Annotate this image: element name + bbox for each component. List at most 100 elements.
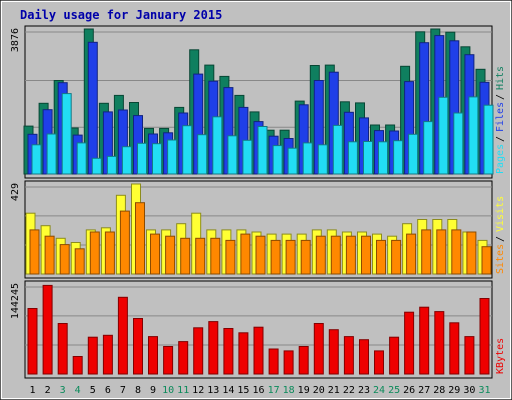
bar-pages (453, 112, 464, 175)
bar-sites (59, 244, 70, 275)
bar-pages (182, 125, 193, 175)
legend-separator: / (495, 94, 506, 100)
bar-sites (44, 235, 55, 275)
legend-label-kbytes: KBytes (495, 338, 506, 374)
bar-kbytes (328, 329, 339, 375)
x-tick-label: 12 (192, 385, 204, 396)
bar-kbytes (268, 348, 279, 375)
x-tick-label: 30 (463, 385, 475, 396)
legend-separator: / (495, 136, 506, 142)
bar-pages (227, 135, 238, 175)
panel-bottom: 144245 KBytes (10, 280, 506, 379)
x-tick-label: 29 (448, 385, 460, 396)
bar-pages (76, 142, 87, 175)
x-tick-label: 18 (283, 385, 295, 396)
bar-pages (167, 139, 178, 175)
bar-kbytes (102, 334, 113, 375)
bar-kbytes (178, 341, 189, 375)
bar-sites (345, 235, 356, 275)
x-tick-label: 22 (343, 385, 355, 396)
x-tick-label: 15 (237, 385, 249, 396)
bar-sites (315, 235, 326, 275)
bar-sites (104, 231, 115, 275)
x-tick-label: 5 (90, 385, 96, 396)
bar-kbytes (298, 346, 309, 375)
bar-pages (31, 144, 42, 175)
bar-kbytes (57, 323, 68, 375)
panel-top: 3876 Pages / Files / Hits (10, 25, 506, 179)
bar-kbytes (464, 336, 475, 375)
bar-pages (272, 145, 283, 175)
bar-pages (332, 124, 343, 175)
bar-kbytes (283, 350, 294, 375)
y-max-label: 3876 (10, 28, 21, 52)
panel-middle: 429 Sites / Visits (10, 180, 506, 279)
bar-sites (240, 233, 251, 275)
bar-pages (197, 134, 208, 175)
bar-kbytes (343, 336, 354, 375)
bar-kbytes (223, 328, 234, 375)
y-max-label: 429 (10, 183, 21, 201)
bar-kbytes (27, 308, 38, 375)
bar-sites (225, 239, 236, 275)
bar-pages (121, 146, 132, 175)
bar-kbytes (163, 346, 174, 375)
bar-sites (361, 235, 371, 275)
bar-sites (466, 231, 477, 275)
bar-sites (481, 246, 492, 275)
bar-kbytes (87, 336, 98, 375)
bar-sites (74, 248, 85, 275)
bar-pages (106, 155, 117, 175)
bar-kbytes (449, 322, 460, 375)
bar-sites (165, 235, 176, 275)
bar-pages (408, 133, 419, 175)
bar-pages (257, 126, 268, 175)
bar-kbytes (434, 311, 445, 375)
bar-pages (212, 116, 223, 175)
x-tick-label: 13 (207, 385, 219, 396)
x-tick-label: 6 (105, 385, 111, 396)
x-tick-label: 17 (268, 385, 280, 396)
bar-kbytes (359, 339, 369, 375)
bar-sites (119, 210, 130, 275)
bar-kbytes (238, 332, 249, 375)
x-tick-label: 3 (60, 385, 66, 396)
x-tick-label: 4 (75, 385, 81, 396)
x-axis-tick-labels: 1 2 3 4 5 6 7 8 9 10 11 12 13 14 15 16 17 18 19 20 21 22 23 24 2… (29, 385, 490, 396)
bar-pages (378, 141, 388, 175)
x-tick-label: 24 (373, 385, 385, 396)
bar-kbytes (117, 296, 128, 375)
bar-pages (137, 142, 147, 175)
legend: Sites / Visits (495, 196, 506, 274)
bar-kbytes (193, 327, 204, 375)
bar-kbytes (313, 323, 324, 375)
bar-sites (135, 202, 145, 275)
x-tick-label: 19 (298, 385, 310, 396)
x-tick-label: 21 (328, 385, 340, 396)
bar-pages (242, 139, 253, 175)
bar-sites (451, 229, 462, 275)
bar-pages (152, 143, 162, 175)
y-max-label: 144245 (10, 283, 21, 319)
bar-kbytes (208, 321, 219, 375)
bar-pages (423, 121, 434, 175)
x-tick-label: 1 (29, 385, 35, 396)
bar-sites (195, 237, 206, 275)
bar-sites (330, 235, 341, 275)
bar-pages (317, 144, 328, 175)
chart-title: Daily usage for January 2015 (20, 8, 222, 22)
bar-sites (376, 239, 386, 275)
x-tick-label: 26 (403, 385, 415, 396)
legend-label-hits: Hits (495, 66, 506, 90)
bar-sites (255, 235, 266, 275)
x-tick-label: 31 (478, 385, 490, 396)
x-tick-label: 11 (177, 385, 189, 396)
legend: Pages / Files / Hits (495, 66, 506, 174)
bar-pages (347, 141, 358, 175)
bar-sites (29, 229, 40, 275)
legend-separator: / (495, 236, 506, 242)
bar-kbytes (419, 306, 430, 375)
bar-pages (287, 147, 298, 175)
x-tick-label: 14 (222, 385, 234, 396)
